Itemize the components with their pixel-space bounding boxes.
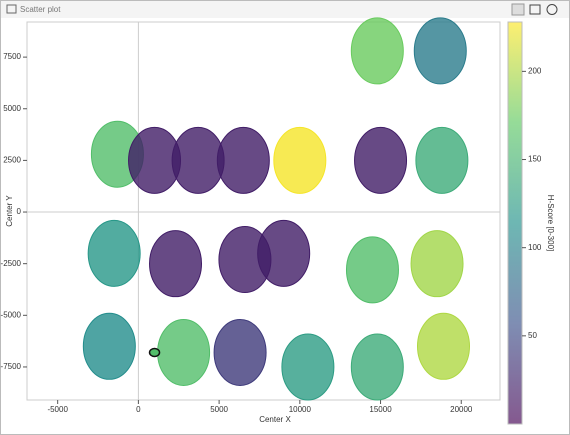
cluster <box>87 219 141 287</box>
cluster <box>413 17 467 85</box>
cluster <box>257 219 311 287</box>
cluster <box>171 126 225 194</box>
y-tick-label: -7500 <box>1 362 22 371</box>
cluster <box>213 318 267 386</box>
cluster <box>416 312 470 380</box>
cluster <box>345 236 399 304</box>
cluster <box>415 126 469 194</box>
cluster <box>216 126 270 194</box>
y-tick-label: -5000 <box>1 310 22 319</box>
x-tick-label: 5000 <box>210 405 228 414</box>
chart-title: Scatter plot <box>20 5 61 14</box>
colorbar <box>507 21 523 425</box>
title-bar <box>1 1 569 18</box>
x-tick-label: -5000 <box>47 405 68 414</box>
point <box>148 347 161 358</box>
info-button[interactable] <box>546 4 558 15</box>
cluster <box>157 318 211 386</box>
x-axis-label: Center X <box>259 415 291 424</box>
colorbar-tick-label: 200 <box>528 66 542 75</box>
x-tick-label: 10000 <box>289 405 312 414</box>
x-tick-label: 15000 <box>369 405 392 414</box>
y-tick-label: -2500 <box>1 259 22 268</box>
cluster <box>273 126 327 194</box>
y-tick-label: 2500 <box>3 156 21 165</box>
export-button[interactable] <box>529 4 541 15</box>
cluster <box>350 333 404 401</box>
y-tick-label: 0 <box>17 207 22 216</box>
cluster <box>281 333 335 401</box>
y-tick-label: 7500 <box>3 52 21 61</box>
colorbar-label: H-Score [0-300] <box>546 195 555 251</box>
legend-button[interactable] <box>511 3 525 16</box>
toolbar[interactable] <box>511 3 558 16</box>
chart-icon <box>6 4 17 14</box>
cluster <box>350 17 404 85</box>
cluster <box>82 312 136 380</box>
y-tick-label: 5000 <box>3 104 21 113</box>
colorbar-tick-label: 150 <box>528 155 542 164</box>
x-tick-label: 0 <box>136 405 141 414</box>
cluster <box>410 230 464 298</box>
colorbar-tick-label: 100 <box>528 243 542 252</box>
cluster <box>354 126 408 194</box>
x-tick-label: 20000 <box>450 405 473 414</box>
colorbar-tick-label: 50 <box>528 331 537 340</box>
y-axis-label: Center Y <box>5 195 14 227</box>
cluster <box>149 230 203 298</box>
